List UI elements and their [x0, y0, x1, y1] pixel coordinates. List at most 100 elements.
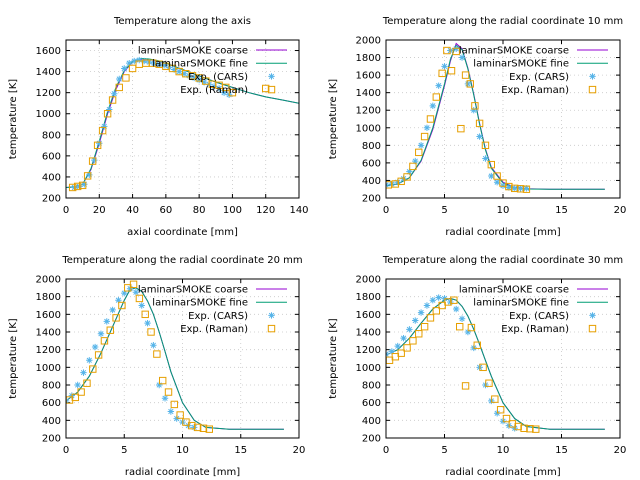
data-point-star [80, 369, 87, 376]
data-point-square [461, 382, 470, 390]
data-point-star [175, 68, 183, 75]
data-point-star [126, 285, 134, 292]
data-point-star [144, 319, 151, 327]
data-point-star [156, 61, 163, 68]
data-point-star [458, 54, 466, 61]
series-exp-raman- [386, 46, 531, 193]
data-point-square [83, 172, 92, 180]
series-line [386, 297, 605, 430]
y-tick-label: 1800 [36, 292, 61, 303]
data-point-square [391, 180, 400, 188]
y-tick-label: 800 [42, 130, 61, 141]
data-point-square [199, 424, 208, 432]
y-axis-label: temperature [K] [8, 318, 19, 398]
legend-label: laminarSMOKE coarse [138, 46, 248, 57]
y-tick-label: 200 [362, 434, 381, 445]
data-point-square [522, 185, 531, 193]
data-point-star [86, 357, 93, 364]
legend-label: Exp. (Raman) [501, 85, 569, 96]
y-tick-label: 1400 [36, 328, 61, 339]
chart-1: Temperature along the axis 0 20 40 60 80 100 12… [8, 16, 309, 238]
data-point-star [470, 107, 477, 114]
chart-title: Temperature along the radial coordinate … [382, 16, 623, 27]
y-tick-label: 400 [362, 416, 381, 427]
data-point-square [108, 96, 117, 104]
legend: laminarSMOKE coarse laminarSMOKE fine Exp.… [459, 46, 608, 96]
y-tick-label: 1800 [356, 292, 381, 303]
y-tick-label: 600 [42, 151, 61, 162]
y-tick-label: 1000 [36, 109, 61, 120]
data-point-square [205, 425, 213, 433]
y-tick-label: 200 [42, 434, 61, 445]
data-point-star [91, 343, 99, 351]
data-point-square [526, 425, 534, 433]
data-point-square [228, 88, 237, 97]
legend-label: Exp. (CARS) [509, 311, 569, 322]
data-point-square [403, 344, 411, 352]
data-point-star [136, 56, 143, 64]
x-tick-label: 40 [126, 205, 139, 216]
data-point-square [514, 422, 522, 431]
data-point-square [471, 102, 479, 110]
chart-2: Temperature along the radial coordinate … [328, 16, 626, 238]
data-point-square [479, 363, 487, 372]
data-point-star [210, 83, 218, 90]
chart-title: Temperature along the radial coordinate … [382, 255, 623, 266]
data-point-star [116, 75, 123, 83]
x-tick-label: 5 [121, 445, 127, 456]
data-point-square [502, 414, 511, 423]
data-point-square [461, 71, 470, 79]
x-axis-label: radial coordinate [mm] [445, 227, 560, 238]
data-point-square [94, 351, 103, 359]
series-exp-raman- [68, 59, 270, 192]
x-tick-label: 10 [497, 205, 510, 216]
data-point-star [476, 133, 483, 140]
data-point-square [511, 184, 519, 193]
x-tick-label: 10 [176, 445, 189, 456]
legend-square [267, 85, 276, 94]
x-tick-label: 0 [383, 205, 389, 216]
legend-label: laminarSMOKE fine [152, 298, 248, 309]
data-point-square [403, 173, 411, 181]
data-point-square [73, 182, 82, 191]
data-point-star [81, 181, 88, 188]
y-tick-label: 1200 [356, 345, 381, 356]
legend-label: laminarSMOKE fine [473, 298, 569, 309]
data-point-square [170, 400, 179, 409]
data-point-star [138, 302, 145, 309]
series-laminarsmoke-fine [66, 287, 284, 430]
data-point-square [397, 349, 405, 357]
data-point-square [122, 74, 130, 82]
data-point-square [444, 298, 452, 306]
y-axis-label: temperature [K] [8, 79, 19, 159]
data-point-square [106, 326, 114, 334]
series-laminarsmoke-fine [66, 57, 299, 188]
x-tick-label: 10 [497, 445, 510, 456]
data-point-square [386, 181, 393, 189]
data-point-square [158, 376, 167, 385]
data-point-star [453, 305, 460, 313]
data-point-star [406, 326, 413, 333]
data-point-star [499, 182, 507, 189]
x-tick-label: 20 [614, 445, 627, 456]
data-point-square [100, 337, 109, 345]
data-point-square [420, 323, 429, 331]
data-point-square [153, 350, 161, 358]
data-point-square [487, 160, 496, 169]
data-point-star [441, 63, 448, 70]
chart-3: Temperature along the radial coordinate … [8, 255, 305, 478]
data-point-star [429, 102, 436, 110]
data-point-square [115, 83, 123, 92]
data-point-star [109, 306, 116, 314]
data-point-square [71, 393, 80, 402]
data-point-star [493, 179, 501, 186]
series-laminarsmoke-coarse [386, 297, 605, 430]
y-tick-label: 600 [42, 398, 61, 409]
data-point-star [131, 57, 138, 65]
data-point-square [135, 294, 144, 303]
x-tick-label: 20 [293, 445, 306, 456]
data-point-square [93, 141, 102, 150]
data-point-star [156, 381, 163, 389]
data-point-square [485, 379, 493, 387]
